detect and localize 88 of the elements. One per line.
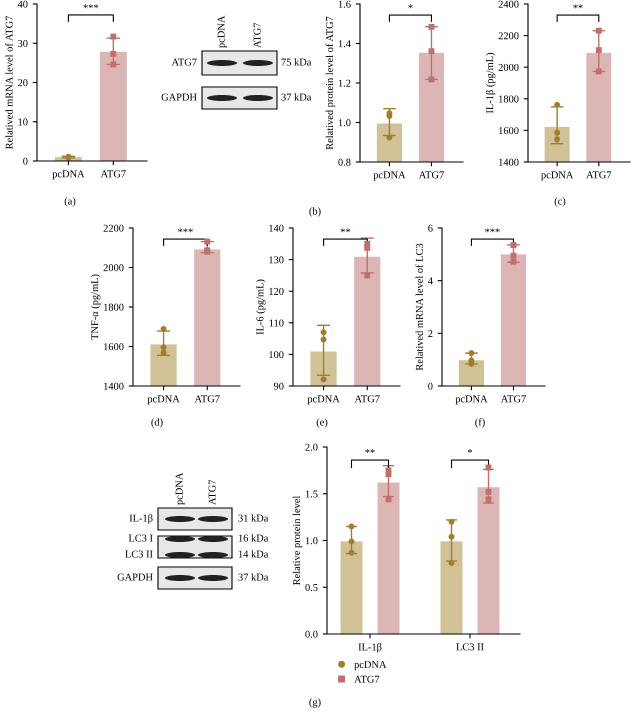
text: (g) [309, 698, 321, 708]
y-tick-label: 120 [269, 288, 284, 295]
y-tick-label: 0 [428, 382, 433, 390]
y-tick-label: 2200 [104, 224, 124, 232]
category-label: pcDNA [218, 16, 227, 48]
y-tick-label: 2.0 [305, 444, 318, 451]
category-label: GAPDH [118, 574, 153, 581]
y-tick-label: 2200 [498, 32, 519, 40]
x-tick-label: pcDNA [52, 170, 85, 180]
y-tick-label: 1400 [499, 158, 519, 166]
x-tick-label: pcDNA [308, 395, 340, 404]
x-tick-label: ATG7 [354, 395, 380, 402]
y-tick-label: 1.0 [338, 119, 351, 126]
y-tick-label: 1600 [104, 343, 124, 350]
annotation: ** [365, 449, 375, 453]
y-tick-label: 2000 [498, 64, 519, 71]
category-label: 75 kDa [282, 58, 312, 66]
y-axis-title: IL-1β (pg/mL) [486, 52, 496, 114]
category-label: 16 kDa [238, 534, 268, 542]
y-axis-title: Relative protein level [292, 496, 302, 586]
y-tick-label: 4 [428, 277, 433, 284]
x-tick-label: pcDNA [541, 171, 574, 180]
category-label: GAPDH [162, 94, 197, 101]
y-tick-label: 10 [18, 118, 28, 126]
y-tick-label: 1400 [104, 382, 124, 390]
text: (f) [475, 418, 485, 428]
x-tick-label: ATG7 [418, 171, 444, 178]
y-tick-label: 1.6 [338, 0, 351, 8]
y-tick-label: 2000 [104, 264, 124, 272]
annotation: *** [178, 228, 193, 232]
y-tick-label: 20 [18, 79, 28, 86]
x-tick-label: pcDNA [455, 395, 488, 404]
y-tick-label: 1800 [499, 95, 519, 103]
category-label: 31 kDa [238, 514, 268, 522]
x-tick-label: ATG7 [100, 170, 126, 178]
y-tick-label: 1800 [104, 304, 124, 311]
y-tick-label: 1.5 [306, 490, 318, 498]
text: (b) [309, 207, 321, 217]
category-label: pcDNA [176, 472, 185, 505]
y-axis-title: Relatived mRNA level of LC3 [415, 244, 423, 370]
text: (e) [316, 418, 328, 428]
category-label: ATG7 [172, 58, 197, 66]
text: (a) [64, 197, 76, 207]
y-tick-label: 6 [428, 224, 433, 232]
y-tick-label: 110 [270, 319, 284, 327]
y-tick-label: 0.5 [305, 584, 318, 592]
x-tick-label: pcDNA [148, 395, 180, 404]
y-tick-label: 1.0 [306, 537, 318, 544]
category-label: 14 kDa [238, 550, 268, 558]
annotation: * [408, 4, 413, 8]
legend-label: pcDNA [354, 661, 386, 670]
category-label: LC3 II [125, 550, 153, 558]
x-tick-label: pcDNA [373, 171, 406, 180]
y-tick-label: 40 [18, 0, 28, 8]
y-tick-label: 0.8 [338, 158, 351, 166]
text: (d) [151, 418, 163, 428]
annotation: *** [485, 228, 500, 232]
y-tick-label: 90 [274, 382, 284, 390]
annotation: *** [84, 4, 98, 8]
x-tick-label: ATG7 [500, 395, 526, 402]
annotation: * [468, 449, 472, 453]
y-tick-label: 0.0 [305, 630, 318, 638]
y-axis-title: IL-6 (pg/mL) [256, 280, 266, 335]
y-tick-label: 1.4 [338, 40, 351, 48]
y-tick-label: 30 [18, 40, 28, 47]
y-tick-label: 0 [23, 158, 28, 165]
annotation: ** [340, 228, 350, 232]
text: (c) [554, 197, 566, 207]
legend-label: ATG7 [354, 676, 380, 683]
y-tick-label: 130 [269, 256, 284, 264]
y-tick-label: 100 [269, 351, 284, 358]
y-axis-title: Relatived mRNA level of ATG7 [5, 16, 13, 150]
y-tick-label: 140 [269, 224, 284, 232]
y-tick-label: 2 [428, 330, 432, 337]
category-label: 37 kDa [282, 93, 312, 101]
category-label: ATG7 [208, 480, 216, 505]
category-label: IL-1β [130, 514, 153, 524]
annotation: ** [573, 4, 583, 8]
y-axis-title: TNF-α (pg/mL) [90, 274, 100, 340]
category-label: ATG7 [254, 22, 261, 48]
category-label: LC3 I [128, 534, 153, 542]
y-tick-label: 2400 [498, 0, 519, 8]
y-tick-label: 1600 [499, 127, 519, 134]
x-tick-label: ATG7 [586, 171, 612, 178]
category-label: 37 kDa [238, 573, 268, 581]
y-axis-title: Relatived protein level of ATG7 [326, 16, 336, 150]
x-tick-label: ATG7 [194, 395, 220, 402]
y-tick-label: 1.2 [338, 80, 350, 87]
